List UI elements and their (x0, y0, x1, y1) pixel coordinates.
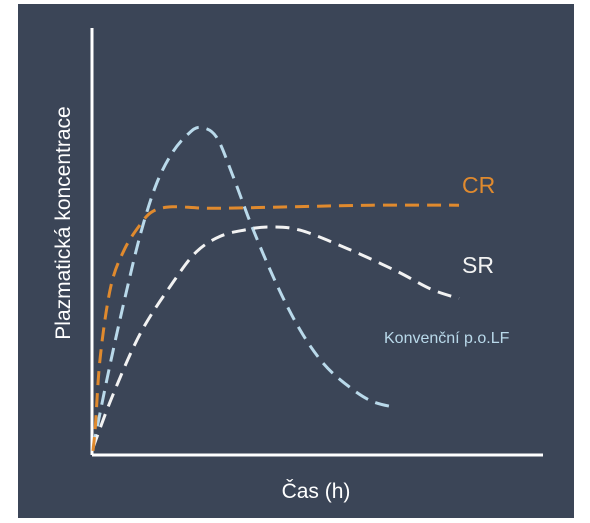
y-axis-label: Plazmatická koncentrace (52, 106, 75, 339)
series-line-cr (91, 203, 460, 452)
series-label-konvencni: Konvenční p.o.LF (384, 330, 510, 347)
series-layer (91, 125, 460, 452)
series-label-sr: SR (462, 252, 494, 278)
chart-panel (18, 4, 574, 518)
series-label-cr: CR (462, 172, 495, 198)
x-axis-label: Čas (h) (282, 480, 351, 503)
series-line-konven-n-p-o-lf (91, 125, 396, 449)
series-line-sr (91, 225, 460, 449)
